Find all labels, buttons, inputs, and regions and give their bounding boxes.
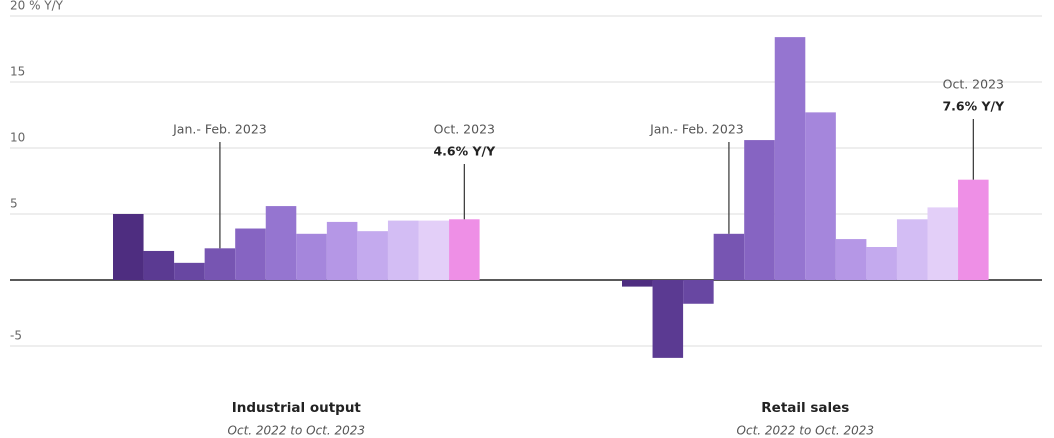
annotation-text: Jan.- Feb. 2023 bbox=[172, 122, 267, 137]
annotation-text: Jan.- Feb. 2023 bbox=[649, 122, 744, 137]
group-subtitle: Oct. 2022 to Oct. 2023 bbox=[737, 424, 875, 438]
bar bbox=[652, 280, 684, 358]
bar bbox=[174, 262, 205, 280]
bar bbox=[683, 280, 714, 304]
annotation-value: 7.6% Y/Y bbox=[942, 99, 1005, 114]
annotation-text: Oct. 2023 bbox=[434, 122, 495, 137]
bar bbox=[113, 214, 144, 280]
bar bbox=[265, 206, 297, 280]
bar bbox=[805, 112, 836, 280]
bar bbox=[449, 219, 480, 280]
bar bbox=[958, 179, 989, 280]
bar bbox=[866, 247, 897, 280]
group-subtitle: Oct. 2022 to Oct. 2023 bbox=[228, 424, 366, 438]
bar bbox=[296, 233, 327, 280]
annotation-text: Oct. 2023 bbox=[943, 77, 1004, 92]
group-title: Retail sales bbox=[761, 400, 849, 416]
bar bbox=[835, 239, 867, 280]
group-title: Industrial output bbox=[232, 400, 362, 416]
bar bbox=[357, 231, 388, 280]
y-tick-label: 15 bbox=[10, 65, 25, 79]
bar bbox=[235, 228, 266, 280]
bar bbox=[927, 207, 959, 280]
bar bbox=[896, 219, 928, 280]
bar bbox=[418, 220, 450, 280]
bar bbox=[622, 280, 653, 287]
bar bbox=[744, 140, 775, 280]
y-tick-label: -5 bbox=[10, 329, 22, 343]
y-tick-label: 10 bbox=[10, 131, 25, 145]
bar bbox=[713, 233, 745, 280]
bar bbox=[326, 221, 358, 280]
annotation-value: 4.6% Y/Y bbox=[433, 144, 496, 159]
bar bbox=[204, 248, 236, 280]
bar bbox=[143, 250, 175, 280]
y-tick-label: 5 bbox=[10, 197, 18, 211]
y-tick-label: 20 % Y/Y bbox=[10, 0, 64, 13]
bar bbox=[774, 37, 806, 281]
bar bbox=[387, 220, 419, 280]
